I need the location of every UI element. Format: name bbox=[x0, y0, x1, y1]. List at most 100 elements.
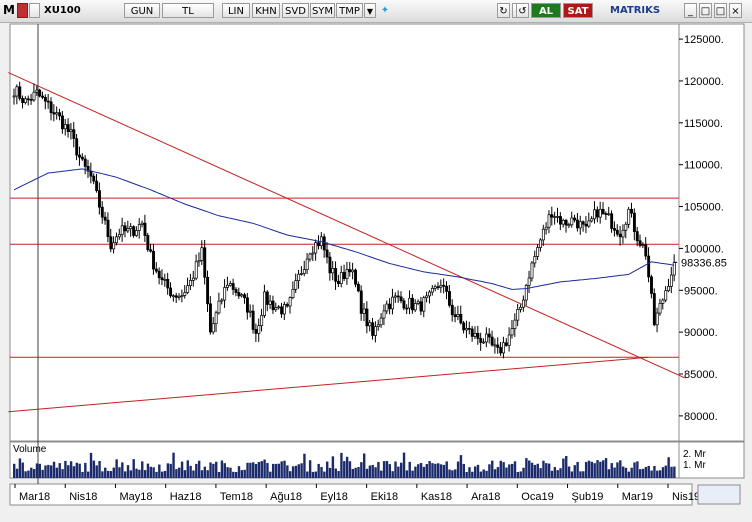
candle bbox=[504, 338, 508, 347]
candle bbox=[220, 298, 224, 305]
candle bbox=[664, 286, 668, 303]
candle bbox=[208, 296, 212, 335]
volume-bar bbox=[234, 471, 238, 478]
volume-bar bbox=[650, 470, 653, 478]
maximize-icon[interactable]: □ bbox=[714, 3, 727, 18]
candle-body bbox=[80, 156, 84, 160]
candle bbox=[348, 262, 352, 277]
volume-bar bbox=[556, 470, 559, 478]
candle-body bbox=[200, 247, 204, 261]
candle-body bbox=[137, 224, 141, 231]
candle bbox=[200, 240, 204, 265]
volume-bar bbox=[428, 461, 431, 478]
candle bbox=[129, 223, 133, 237]
candle-body bbox=[143, 222, 147, 236]
candle bbox=[652, 288, 656, 327]
candle-body bbox=[354, 269, 358, 285]
candle bbox=[339, 265, 343, 288]
sell-button[interactable]: SAT bbox=[563, 3, 593, 18]
candle-body bbox=[388, 303, 392, 310]
candle-body bbox=[69, 129, 73, 132]
candle bbox=[46, 93, 50, 109]
sym-button[interactable]: SYM bbox=[310, 3, 335, 18]
refresh-icon[interactable]: ↻ bbox=[497, 3, 510, 18]
restore-icon[interactable]: □ bbox=[699, 3, 712, 18]
symbol-label[interactable]: XU100 bbox=[44, 5, 81, 16]
candle bbox=[422, 295, 426, 318]
volume-bar bbox=[286, 465, 289, 478]
candle bbox=[630, 202, 634, 218]
candle bbox=[72, 122, 76, 148]
volume-bar bbox=[380, 470, 383, 478]
candle bbox=[450, 299, 454, 322]
volume-bar bbox=[525, 458, 528, 478]
volume-bar bbox=[391, 471, 394, 478]
menu-button[interactable]: M bbox=[3, 3, 15, 17]
candle-body bbox=[635, 231, 639, 242]
candle bbox=[300, 266, 303, 276]
candle bbox=[254, 323, 258, 342]
window-close-icon[interactable]: × bbox=[729, 3, 742, 18]
volume-bar bbox=[289, 471, 292, 478]
volume-bar bbox=[471, 471, 474, 478]
buy-button[interactable]: AL bbox=[531, 3, 561, 18]
candle bbox=[354, 268, 358, 288]
dropdown-arrow-icon[interactable]: ▼ bbox=[364, 3, 376, 18]
candle bbox=[587, 212, 591, 228]
candle-body bbox=[223, 287, 227, 301]
volume-bar bbox=[186, 460, 189, 478]
candle-body bbox=[436, 286, 440, 289]
candle-body bbox=[228, 283, 232, 286]
settings-icon[interactable] bbox=[29, 3, 40, 18]
tmp-button[interactable]: TMP bbox=[336, 3, 363, 18]
scale-button[interactable]: LIN bbox=[222, 3, 250, 18]
link-icon[interactable]: ↺ bbox=[516, 3, 529, 18]
volume-bar bbox=[354, 467, 357, 478]
candle-body bbox=[78, 154, 81, 158]
candle bbox=[280, 302, 284, 318]
candle-body bbox=[530, 262, 534, 279]
volume-bar bbox=[121, 462, 124, 478]
volume-bar bbox=[587, 460, 591, 478]
volume-bar bbox=[405, 470, 409, 478]
volume-bar bbox=[294, 465, 298, 478]
twitter-icon[interactable]: ✦ bbox=[380, 5, 390, 16]
candle-body bbox=[285, 304, 289, 307]
svd-button[interactable]: SVD bbox=[282, 3, 309, 18]
candle-body bbox=[607, 213, 611, 216]
candle bbox=[123, 222, 127, 238]
candle bbox=[331, 260, 335, 281]
currency-button[interactable]: TL bbox=[162, 3, 214, 18]
candle-body bbox=[558, 216, 562, 225]
candle-body bbox=[55, 112, 59, 115]
candle bbox=[109, 228, 113, 253]
volume-bar bbox=[266, 463, 269, 478]
candle bbox=[396, 290, 400, 303]
candle bbox=[635, 226, 639, 247]
volume-bar bbox=[44, 465, 47, 478]
candle-body bbox=[641, 244, 645, 247]
minimize-icon[interactable]: _ bbox=[684, 3, 697, 18]
volume-bar bbox=[249, 462, 252, 478]
candle bbox=[302, 260, 306, 277]
x-tick-label: Ağu18 bbox=[270, 491, 302, 503]
y-tick-label: 120000. bbox=[684, 76, 724, 88]
volume-bar bbox=[271, 463, 275, 478]
candle-body bbox=[32, 91, 36, 101]
volume-bar bbox=[382, 461, 386, 478]
volume-bar bbox=[75, 462, 79, 478]
candle bbox=[132, 225, 136, 238]
x-tick-label: May18 bbox=[119, 491, 152, 503]
close-icon[interactable] bbox=[17, 3, 28, 18]
khn-button[interactable]: KHN bbox=[252, 3, 280, 18]
price-chart[interactable]: 80000. 85000. 90000. 95000. 100000. 105000. 11… bbox=[0, 22, 752, 522]
candle bbox=[527, 270, 531, 293]
volume-bar bbox=[602, 460, 605, 478]
candle-body bbox=[66, 124, 70, 132]
volume-bar bbox=[573, 465, 576, 478]
candle-body bbox=[658, 302, 662, 314]
candle bbox=[334, 261, 338, 290]
candle-body bbox=[72, 129, 76, 139]
period-button[interactable]: GUN bbox=[124, 3, 160, 18]
volume-bars bbox=[13, 452, 676, 478]
